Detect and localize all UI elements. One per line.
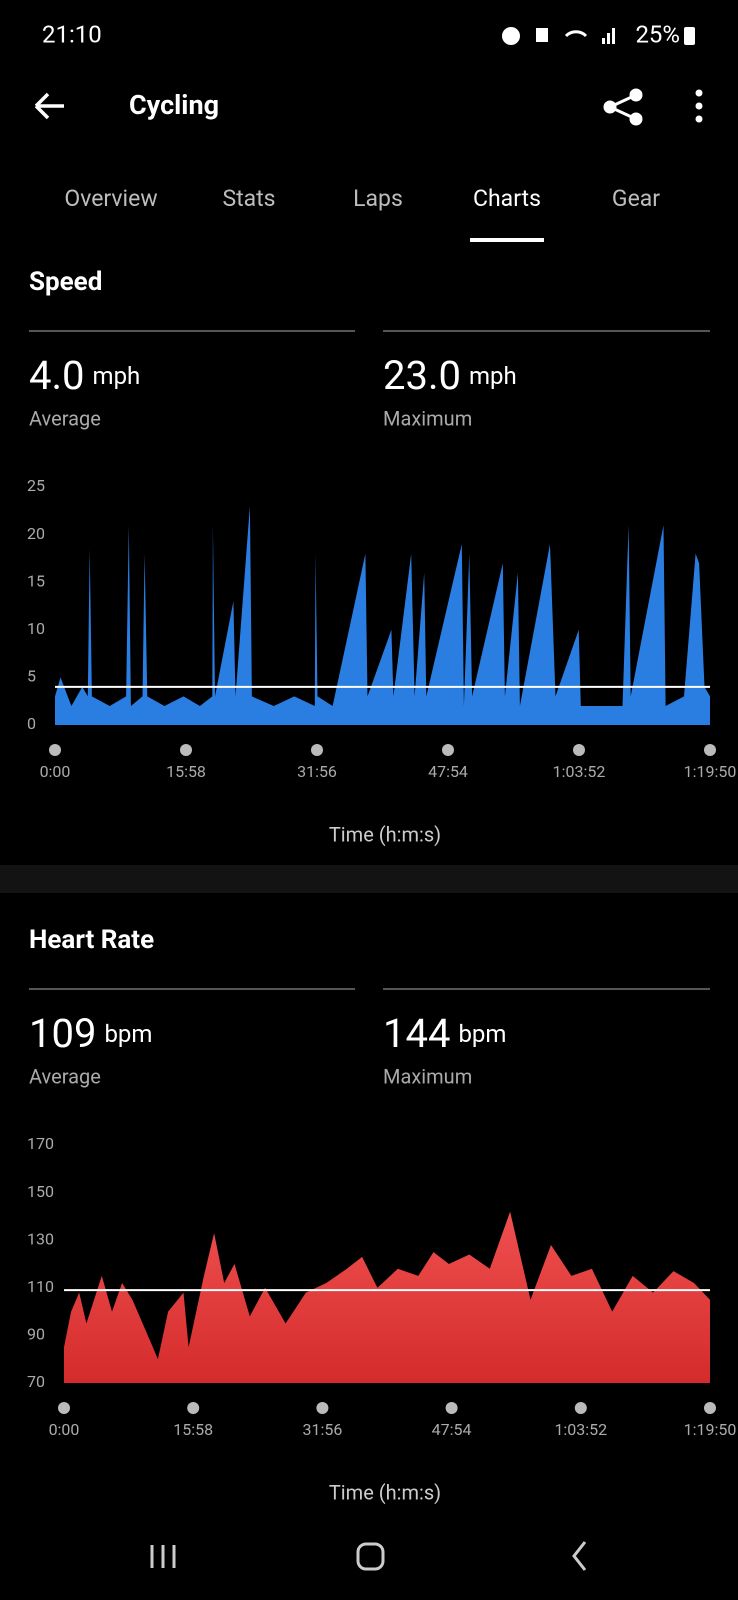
status-time: 21:10 bbox=[42, 20, 102, 48]
nav-bar bbox=[150, 1541, 587, 1571]
y-tick-label: 10 bbox=[27, 619, 45, 638]
x-tick-label: 1:03:52 bbox=[553, 762, 606, 781]
stat-number: 4.0 bbox=[29, 352, 85, 399]
tab[interactable]: Laps bbox=[353, 185, 403, 212]
x-axis-title: Time (h:m:s) bbox=[329, 1480, 441, 1504]
y-tick-label: 5 bbox=[27, 667, 36, 686]
y-tick-label: 70 bbox=[27, 1372, 45, 1391]
stat-unit: bpm bbox=[458, 1020, 506, 1048]
x-tick-label: 47:54 bbox=[428, 762, 468, 781]
share-button[interactable] bbox=[603, 88, 643, 126]
tab[interactable]: Charts bbox=[473, 185, 541, 212]
y-tick-label: 0 bbox=[27, 714, 36, 733]
tab[interactable]: Gear bbox=[612, 185, 660, 212]
stat-label: Average bbox=[29, 406, 101, 430]
section-title: Speed bbox=[29, 267, 102, 297]
x-tick-label: 15:58 bbox=[166, 762, 206, 781]
x-tick-dot bbox=[573, 744, 585, 756]
x-tick-label: 1:19:50 bbox=[684, 762, 737, 781]
x-tick-label: 31:56 bbox=[297, 762, 337, 781]
stat-label: Average bbox=[29, 1064, 101, 1088]
area bbox=[55, 506, 710, 725]
more-button[interactable] bbox=[695, 89, 703, 123]
x-tick-label: 47:54 bbox=[432, 1420, 472, 1439]
recents-button[interactable] bbox=[150, 1545, 176, 1568]
x-tick-label: 0:00 bbox=[40, 762, 71, 781]
y-tick-label: 25 bbox=[27, 476, 45, 495]
x-tick-dot bbox=[704, 744, 716, 756]
home-button[interactable] bbox=[356, 1542, 385, 1571]
x-tick-dot bbox=[49, 744, 61, 756]
stat-unit: mph bbox=[469, 362, 517, 390]
stat-unit: mph bbox=[93, 362, 141, 390]
area bbox=[64, 1211, 710, 1383]
y-tick-label: 15 bbox=[27, 571, 45, 590]
battery-level: 25% bbox=[635, 20, 680, 48]
stat-value: 144 bpm bbox=[383, 1010, 506, 1057]
section-title: Heart Rate bbox=[29, 925, 154, 955]
y-tick-label: 170 bbox=[27, 1134, 54, 1153]
x-axis-title: Time (h:m:s) bbox=[329, 822, 441, 846]
screen-title: Cycling bbox=[129, 89, 219, 121]
stat-value: 23.0 mph bbox=[383, 352, 517, 399]
y-tick-label: 130 bbox=[27, 1229, 54, 1248]
nav-back-button[interactable] bbox=[572, 1541, 587, 1571]
stat-number: 109 bbox=[29, 1010, 96, 1057]
stat-unit: bpm bbox=[104, 1020, 152, 1048]
x-tick-dot bbox=[445, 1402, 458, 1414]
x-tick-dot bbox=[311, 744, 323, 756]
status-icons bbox=[502, 27, 695, 45]
tab-indicator bbox=[470, 238, 544, 242]
x-tick-dot bbox=[58, 1402, 70, 1414]
y-tick-label: 90 bbox=[27, 1325, 45, 1344]
x-tick-dot bbox=[316, 1402, 329, 1414]
x-tick-label: 1:03:52 bbox=[554, 1420, 607, 1439]
x-tick-label: 1:19:50 bbox=[684, 1420, 737, 1439]
x-tick-dot bbox=[442, 744, 454, 756]
x-tick-dot bbox=[187, 1402, 200, 1414]
stat-value: 4.0 mph bbox=[29, 352, 140, 399]
back-button[interactable] bbox=[34, 92, 64, 120]
x-tick-dot bbox=[180, 744, 192, 756]
x-tick-label: 15:58 bbox=[173, 1420, 213, 1439]
y-tick-label: 150 bbox=[27, 1182, 54, 1201]
tab[interactable]: Overview bbox=[64, 185, 157, 212]
x-tick-label: 0:00 bbox=[49, 1420, 80, 1439]
x-tick-dot bbox=[704, 1402, 716, 1414]
stat-number: 144 bbox=[383, 1010, 450, 1057]
stat-number: 23.0 bbox=[383, 352, 461, 399]
stat-value: 109 bpm bbox=[29, 1010, 152, 1057]
stat-label: Maximum bbox=[383, 406, 472, 430]
x-tick-dot bbox=[574, 1402, 587, 1414]
tab[interactable]: Stats bbox=[222, 185, 275, 212]
stat-label: Maximum bbox=[383, 1064, 472, 1088]
x-tick-label: 31:56 bbox=[302, 1420, 342, 1439]
y-tick-label: 110 bbox=[27, 1277, 54, 1296]
section-divider bbox=[0, 865, 738, 893]
y-tick-label: 20 bbox=[27, 524, 45, 543]
